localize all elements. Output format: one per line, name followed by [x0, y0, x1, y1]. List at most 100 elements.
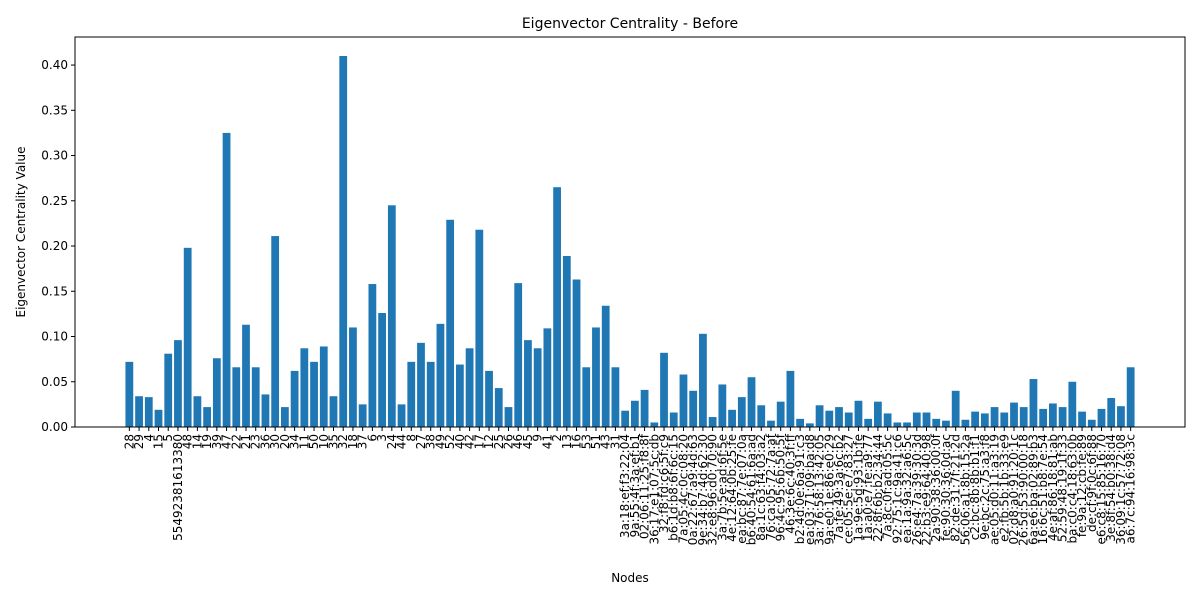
- x-tick-label: 40: [453, 434, 467, 449]
- y-tick-label: 0.10: [41, 330, 68, 344]
- bar: [650, 422, 659, 427]
- x-tick-label: 3a:18:ef:f3:22:04: [618, 434, 632, 538]
- x-tick-label: 9: [531, 434, 545, 442]
- x-tick-label: 02:06:11:25:f8:8f: [638, 433, 652, 539]
- x-tick-label: 23: [249, 434, 263, 449]
- y-tick-label: 0.25: [41, 194, 68, 208]
- bar: [1117, 406, 1125, 427]
- bar: [562, 255, 571, 427]
- x-tick-label: 96:4c:95:6b:50:5f: [774, 433, 788, 541]
- bar: [689, 390, 698, 427]
- x-tick-label: 6a:e6:ba:02:89:b3: [1026, 434, 1040, 545]
- bar: [815, 405, 824, 427]
- bar: [242, 324, 250, 427]
- bar: [310, 361, 318, 427]
- x-tick-label: 9e:bc:2c:75:a3:f8: [978, 434, 992, 540]
- bar: [767, 420, 775, 427]
- bar: [1097, 408, 1106, 427]
- bar: [893, 422, 902, 427]
- x-tick-label: 32:f8:fd:c6:5f:c9: [657, 434, 671, 533]
- x-tick-label: fe:90:30:36:0d:ac: [939, 434, 953, 541]
- bar: [407, 361, 416, 427]
- bar: [174, 340, 182, 427]
- bar: [533, 348, 542, 427]
- x-tick-label: b2:4d:0e:6a:91:c3: [793, 434, 807, 544]
- x-tick-label: ea:03:71:09:ba:d8: [803, 434, 817, 545]
- bar: [640, 389, 649, 427]
- bar: [951, 390, 960, 427]
- bar: [446, 219, 455, 427]
- x-tick-label: 14: [190, 434, 204, 449]
- bar: [378, 312, 386, 427]
- x-tick-label: de:cf:9f:0c:6f:88: [1085, 434, 1099, 532]
- bar: [1058, 407, 1067, 427]
- x-tick-label: 7a:05:4c:0c:08:20: [676, 434, 690, 543]
- bar: [1078, 411, 1086, 427]
- bar: [397, 404, 406, 427]
- y-tick-label: 0.20: [41, 239, 68, 253]
- bar: [494, 388, 503, 427]
- bar: [660, 352, 668, 427]
- bar: [786, 370, 795, 427]
- x-tick-label: 52: [443, 434, 457, 449]
- bar: [757, 405, 766, 427]
- x-tick-label: 51: [589, 434, 603, 449]
- bar: [193, 396, 202, 427]
- bar: [251, 367, 260, 427]
- bar: [990, 407, 999, 427]
- bar: [329, 396, 338, 427]
- x-tick-label: 36: [258, 434, 272, 449]
- bar: [358, 404, 367, 427]
- bar: [1000, 412, 1009, 427]
- x-tick-label: ea:1a:9a:32:a6:5c: [900, 434, 914, 543]
- bar: [835, 407, 843, 427]
- bar: [144, 397, 153, 427]
- bar: [708, 417, 717, 427]
- x-tick-label: 26:e4:7a:39:30:3d: [910, 434, 924, 545]
- x-tick-label: 25: [492, 434, 506, 449]
- bar: [922, 412, 931, 427]
- x-tick-label: 32: [336, 434, 350, 449]
- x-tick-label: 46: [511, 434, 525, 449]
- bar: [203, 407, 212, 427]
- bar: [1029, 379, 1038, 427]
- bar: [874, 401, 882, 427]
- x-tick-label: 21: [239, 434, 253, 449]
- x-tick-label: 16:6c:51:b8:7e:54: [1036, 434, 1050, 545]
- bar: [942, 420, 950, 427]
- x-tick-label: 7a:8c:0f:ad:05:5c: [881, 434, 895, 539]
- bar: [417, 342, 425, 427]
- bar: [903, 422, 911, 427]
- bar: [290, 370, 299, 427]
- x-tick-label: 38: [424, 434, 438, 449]
- x-tick-label: 24: [385, 434, 399, 449]
- x-tick-label: 55492381613380: [171, 434, 185, 541]
- y-tick-label: 0.40: [41, 58, 68, 72]
- x-tick-label: 49: [433, 434, 447, 449]
- bar: [1048, 403, 1057, 427]
- y-tick-label: 0.30: [41, 149, 68, 163]
- x-tick-label: ae:05:d0:11:a3:19: [988, 434, 1002, 545]
- bar: [1087, 419, 1096, 427]
- x-tick-label: 8: [404, 434, 418, 442]
- x-tick-label: 6: [365, 434, 379, 442]
- x-tick-label: 46:3e:6c:40:3f:ff: [783, 433, 797, 533]
- chart-title: Eigenvector Centrality - Before: [522, 16, 738, 32]
- y-tick-label: 0.15: [41, 284, 68, 298]
- bar: [368, 284, 377, 427]
- bar: [222, 132, 231, 427]
- x-tick-label: 18: [346, 434, 360, 449]
- x-tick-label: 16: [570, 434, 584, 449]
- x-tick-label: 17: [472, 434, 486, 449]
- bar: [796, 418, 805, 427]
- x-tick-label: 9e:34:b7:4d:62:30: [696, 434, 710, 546]
- bar: [475, 229, 484, 427]
- x-tick-label: 35: [326, 434, 340, 449]
- x-tick-label: 39: [210, 434, 224, 449]
- x-tick-label: 9a:55:4f:3a:ef:b1: [628, 434, 642, 537]
- bar: [261, 394, 270, 427]
- bar: [718, 384, 727, 427]
- x-tick-label: 31: [608, 434, 622, 449]
- bar: [728, 409, 736, 427]
